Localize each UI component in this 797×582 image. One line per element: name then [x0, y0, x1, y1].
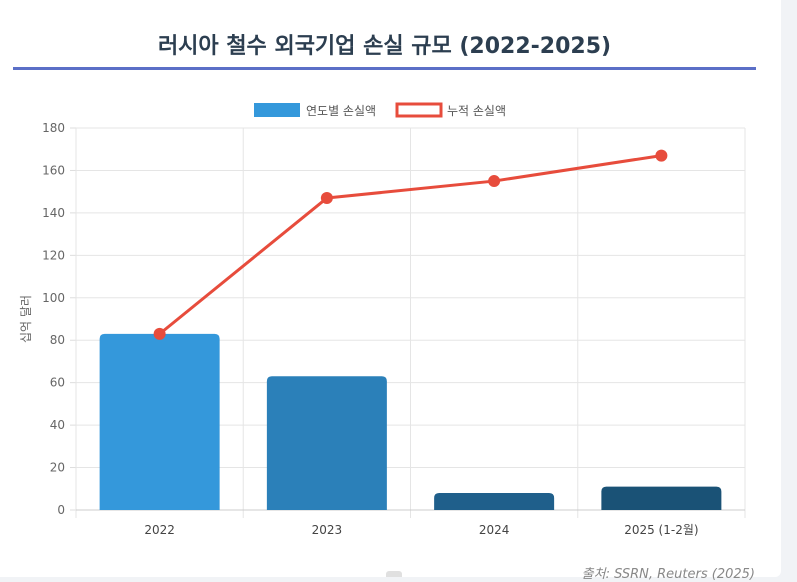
- chart: 0 20 40 60 80 100 120 140 160 180 십억 달러 2022 2023 202…: [19, 102, 746, 537]
- bar: [266, 376, 387, 510]
- y-tick-label: 120: [42, 248, 65, 262]
- bar: [434, 493, 555, 510]
- legend: 연도별 손실액 누적 손실액: [254, 102, 506, 118]
- legend-label: 연도별 손실액: [306, 104, 376, 118]
- line-point: [655, 149, 668, 162]
- y-tick-label: 0: [57, 503, 65, 517]
- line-point: [320, 192, 333, 205]
- source-note: 출처: SSRN, Reuters (2025): [581, 567, 755, 582]
- y-tick-label: 160: [42, 163, 65, 177]
- x-tick-label: 2025 (1-2월): [624, 523, 698, 537]
- legend-swatch-bar: [254, 103, 300, 117]
- chart-card: 러시아 철수 외국기업 손실 규모 (2022-2025) 0 20 40 60 80 1…: [0, 0, 781, 582]
- y-tick-label: 180: [42, 121, 65, 135]
- y-tick-label: 60: [50, 376, 65, 390]
- x-tick-label: 2023: [312, 523, 343, 537]
- x-tick-label: 2022: [144, 523, 175, 537]
- y-tick-label: 100: [42, 291, 65, 305]
- bar: [99, 333, 220, 510]
- y-tick-label: 140: [42, 206, 65, 220]
- line-point: [153, 327, 166, 340]
- y-axis-title: 십억 달러: [19, 295, 33, 343]
- line-point: [488, 175, 501, 188]
- y-tick-label: 80: [50, 333, 65, 347]
- legend-swatch-line: [395, 102, 443, 118]
- cumulative-line: [158, 154, 662, 336]
- resize-handle[interactable]: [386, 571, 402, 577]
- y-tick-label: 40: [50, 418, 65, 432]
- x-tick-label: 2024: [479, 523, 510, 537]
- page-title: 러시아 철수 외국기업 손실 규모 (2022-2025): [157, 34, 612, 59]
- y-tick-label: 20: [50, 461, 65, 475]
- title-divider: [13, 67, 756, 70]
- page-scrollbar[interactable]: [781, 0, 797, 577]
- bar: [601, 486, 722, 510]
- legend-label: 누적 손실액: [447, 104, 506, 118]
